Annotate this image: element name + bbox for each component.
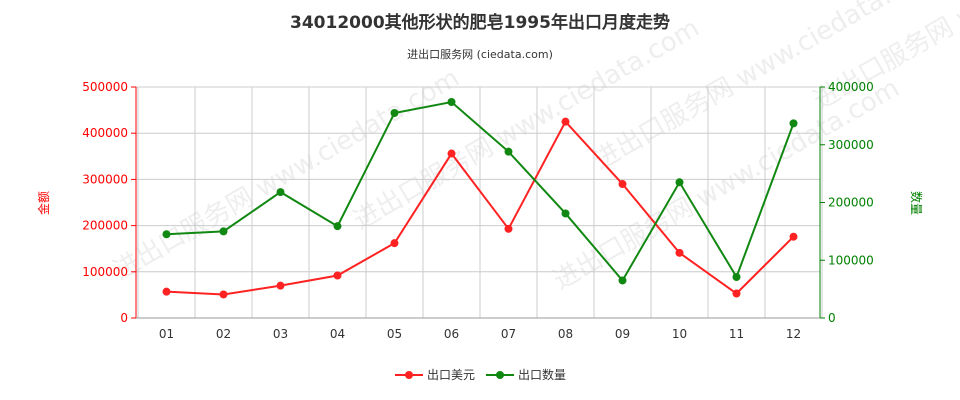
x-axis-tick-label: 12 — [786, 327, 801, 341]
data-point-export-usd — [390, 239, 399, 248]
series-line-export-qty — [166, 100, 795, 283]
left-axis-title: 金额 — [36, 191, 51, 215]
legend-red-marker-icon — [395, 370, 423, 379]
left-axis-tick-label: 300000 — [82, 172, 128, 186]
legend-item-export-usd[interactable]: 出口美元 — [395, 366, 475, 383]
data-point-export-usd — [732, 289, 741, 298]
x-axis-tick-label: 08 — [558, 327, 573, 341]
data-point-export-qty — [675, 178, 684, 187]
data-point-export-qty — [276, 188, 285, 197]
data-point-export-qty — [789, 119, 798, 128]
data-point-export-usd — [789, 232, 798, 241]
data-point-export-qty — [618, 276, 627, 285]
data-point-export-usd — [618, 180, 627, 189]
chart-subtitle: 进出口服务网 (ciedata.com) — [407, 48, 553, 61]
data-point-export-usd — [162, 287, 171, 296]
data-point-export-usd — [333, 271, 342, 280]
legend-label-export-usd: 出口美元 — [427, 368, 476, 382]
right-axis-tick-label: 400000 — [828, 80, 874, 94]
data-point-export-usd — [219, 290, 228, 299]
right-axis-tick-label: 0 — [828, 311, 836, 325]
right-axis-tick-label: 100000 — [828, 253, 874, 267]
chart-title: 34012000其他形状的肥皂1995年出口月度走势 — [290, 13, 670, 33]
legend-label-export-qty: 出口数量 — [518, 368, 567, 382]
x-axis-tick-label: 01 — [159, 327, 174, 341]
x-axis-tick-label: 09 — [615, 327, 630, 341]
data-point-export-qty — [333, 222, 342, 231]
right-axis-title: 数量 — [909, 191, 924, 215]
data-point-export-qty — [447, 98, 456, 107]
right-axis-tick-label: 300000 — [828, 138, 874, 152]
x-axis-tick-label: 06 — [444, 327, 459, 341]
data-point-export-usd — [276, 281, 285, 290]
x-axis-tick-label: 03 — [273, 327, 288, 341]
x-axis-tick-label: 04 — [330, 327, 345, 341]
data-point-export-qty — [561, 209, 570, 218]
x-axis-tick-label: 11 — [729, 327, 744, 341]
data-point-export-usd — [561, 117, 570, 126]
data-point-export-qty — [732, 272, 741, 281]
data-point-export-qty — [219, 227, 228, 236]
data-point-export-usd — [675, 248, 684, 257]
x-axis-tick-label: 07 — [501, 327, 516, 341]
left-axis-tick-label: 100000 — [82, 265, 128, 279]
data-point-export-qty — [504, 147, 513, 156]
series-line-export-usd — [166, 119, 795, 296]
left-axis-tick-label: 0 — [120, 311, 128, 325]
x-axis-tick-label: 10 — [672, 327, 687, 341]
legend-green-marker-icon — [486, 370, 514, 379]
left-axis-tick-label: 200000 — [82, 219, 128, 233]
data-point-export-qty — [162, 230, 171, 239]
x-axis-tick-label: 05 — [387, 327, 402, 341]
right-axis-tick-label: 200000 — [828, 196, 874, 210]
left-axis-tick-label: 500000 — [82, 80, 128, 94]
legend-item-export-qty[interactable]: 出口数量 — [486, 366, 566, 383]
x-axis-tick-label: 02 — [216, 327, 231, 341]
data-point-export-usd — [447, 149, 456, 158]
left-axis-tick-label: 400000 — [82, 126, 128, 140]
data-point-export-qty — [390, 108, 399, 117]
data-point-export-usd — [504, 224, 513, 233]
